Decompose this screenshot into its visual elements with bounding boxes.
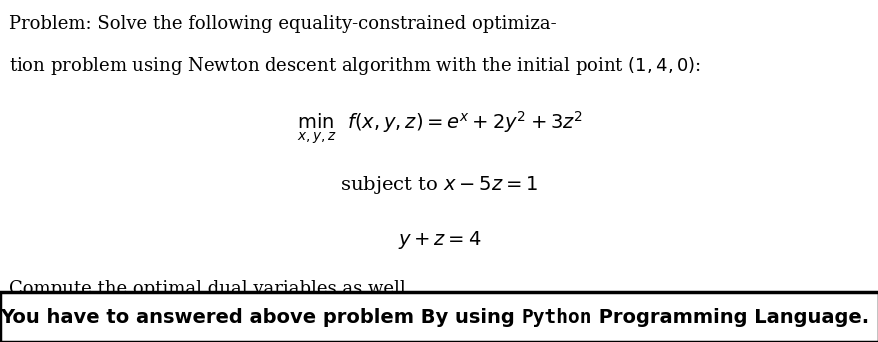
- Text: subject to $x - 5z = 1$: subject to $x - 5z = 1$: [340, 174, 538, 196]
- Text: tion problem using Newton descent algorithm with the initial point $(1, 4, 0)$:: tion problem using Newton descent algori…: [9, 55, 700, 77]
- Text: $y + z = 4$: $y + z = 4$: [398, 229, 480, 251]
- FancyBboxPatch shape: [0, 292, 878, 342]
- Text: Problem: Solve the following equality-constrained optimiza-: Problem: Solve the following equality-co…: [9, 15, 556, 34]
- Text: Python: Python: [521, 308, 591, 327]
- Text: Compute the optimal dual variables as well.: Compute the optimal dual variables as we…: [9, 280, 411, 299]
- Text: $\underset{x,y,z}{\min}\ \ f(x, y, z) = e^{x} + 2y^2 + 3z^2$: $\underset{x,y,z}{\min}\ \ f(x, y, z) = …: [296, 109, 582, 146]
- Text: Programming Language.: Programming Language.: [591, 308, 868, 327]
- Text: You have to answered above problem By using: You have to answered above problem By us…: [0, 308, 521, 327]
